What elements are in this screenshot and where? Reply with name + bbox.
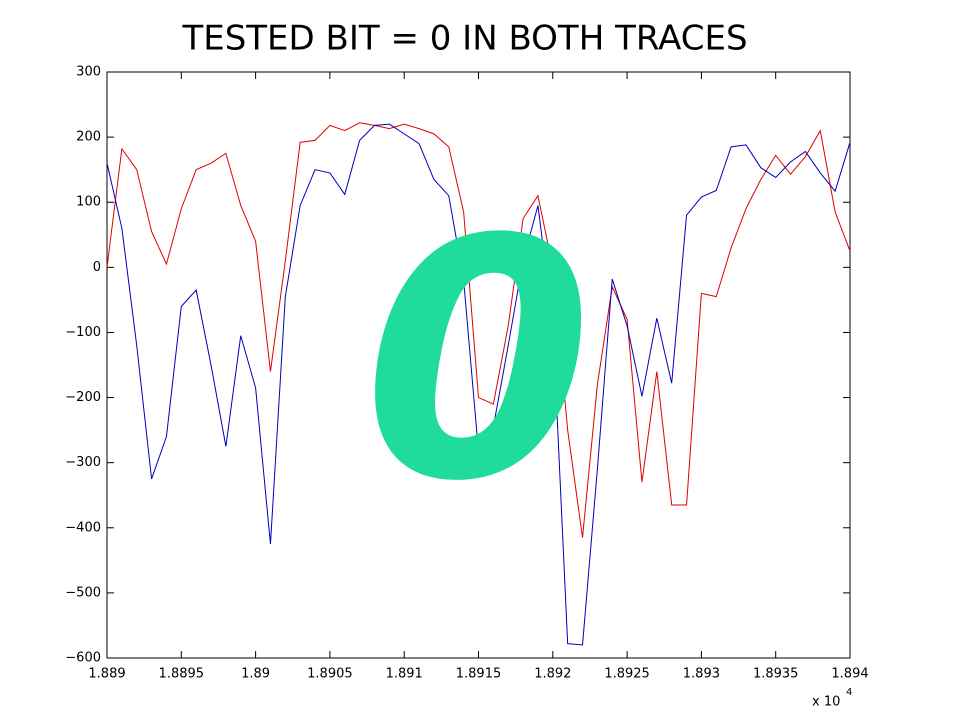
y-tick-label: 0 xyxy=(93,260,101,275)
x-multiplier-exponent: 4 xyxy=(846,687,852,698)
x-tick-label: 1.8895 xyxy=(159,667,205,682)
x-tick-label: 1.8915 xyxy=(456,667,502,682)
annotation: 0 xyxy=(363,169,593,553)
x-tick-label: 1.892 xyxy=(534,667,571,682)
x-tick-label: 1.8905 xyxy=(307,667,353,682)
x-tick-label: 1.89 xyxy=(241,667,270,682)
y-tick-label: −100 xyxy=(65,325,101,340)
x-tick-label: 1.893 xyxy=(683,667,720,682)
y-tick-label: −500 xyxy=(65,585,101,600)
y-tick-label: −600 xyxy=(65,651,101,666)
x-tick-label: 1.8925 xyxy=(604,667,650,682)
chart-title: TESTED BIT = 0 IN BOTH TRACES xyxy=(181,19,747,59)
x-tick-label: 1.894 xyxy=(831,667,868,682)
y-tick-label: 300 xyxy=(76,65,101,80)
x-tick-label: 1.889 xyxy=(88,667,125,682)
y-tick-label: −400 xyxy=(65,520,101,535)
y-tick-label: −200 xyxy=(65,390,101,405)
line-series xyxy=(106,123,851,646)
y-tick-label: 100 xyxy=(76,195,101,210)
line-series xyxy=(106,122,851,538)
x-tick-label: 1.8935 xyxy=(753,667,799,682)
y-tick-label: 200 xyxy=(76,130,101,145)
x-multiplier: x 10 xyxy=(812,695,840,710)
x-tick-label: 1.891 xyxy=(386,667,423,682)
y-tick-label: −300 xyxy=(65,455,101,470)
